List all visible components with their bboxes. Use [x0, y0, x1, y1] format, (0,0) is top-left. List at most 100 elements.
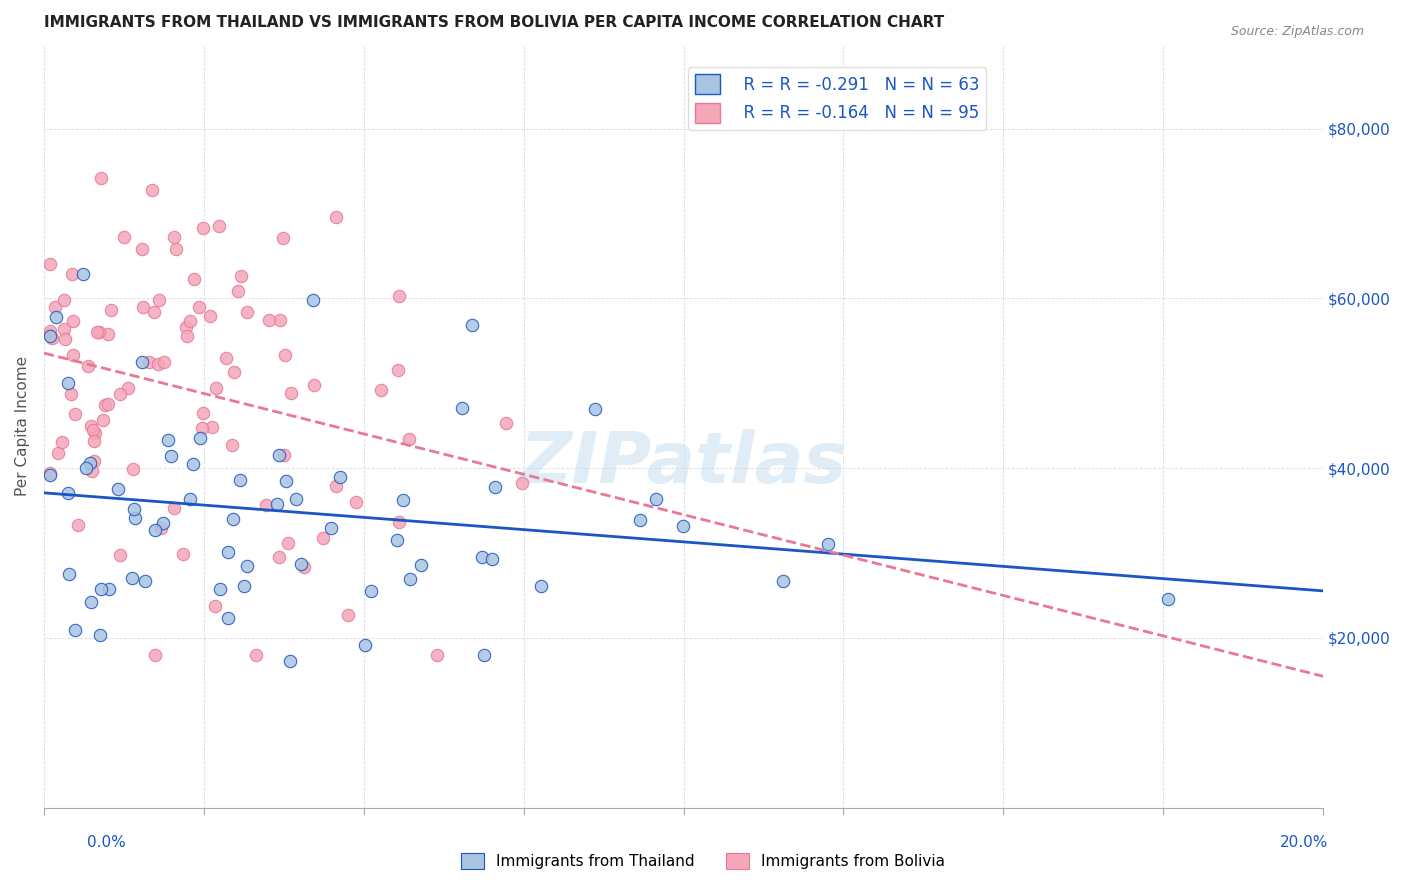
Point	[131, 355, 153, 369]
Point	[172, 547, 194, 561]
Point	[176, 329, 198, 343]
Point	[148, 293, 170, 308]
Point	[117, 381, 139, 395]
Point	[79, 456, 101, 470]
Point	[1157, 591, 1180, 606]
Point	[290, 557, 312, 571]
Point	[484, 480, 506, 494]
Point	[56, 376, 79, 391]
Point	[187, 300, 209, 314]
Point	[222, 365, 245, 379]
Point	[217, 545, 239, 559]
Point	[294, 560, 316, 574]
Point	[360, 584, 382, 599]
Point	[301, 293, 323, 307]
Point	[226, 284, 249, 298]
Point	[80, 419, 103, 434]
Point	[233, 578, 256, 592]
Point	[510, 475, 533, 490]
Point	[221, 511, 243, 525]
Point	[312, 531, 335, 545]
Point	[392, 492, 415, 507]
Point	[190, 421, 212, 435]
Point	[62, 348, 84, 362]
Point	[276, 475, 298, 489]
Point	[388, 289, 411, 303]
Point	[90, 170, 112, 185]
Text: IMMIGRANTS FROM THAILAND VS IMMIGRANTS FROM BOLIVIA PER CAPITA INCOME CORRELATIO: IMMIGRANTS FROM THAILAND VS IMMIGRANTS F…	[44, 15, 945, 30]
Point	[207, 219, 229, 233]
Point	[89, 627, 111, 641]
Point	[411, 558, 433, 572]
Point	[274, 348, 297, 362]
Point	[46, 445, 69, 459]
Point	[163, 500, 186, 515]
Point	[143, 648, 166, 662]
Point	[141, 183, 163, 197]
Point	[156, 433, 179, 447]
Point	[83, 454, 105, 468]
Point	[122, 502, 145, 516]
Point	[472, 648, 495, 663]
Point	[209, 582, 232, 596]
Point	[67, 517, 90, 532]
Point	[245, 648, 267, 662]
Point	[132, 300, 155, 314]
Point	[72, 267, 94, 281]
Point	[87, 325, 110, 339]
Point	[193, 406, 215, 420]
Point	[165, 243, 187, 257]
Point	[98, 582, 121, 597]
Point	[97, 397, 120, 411]
Point	[110, 386, 132, 401]
Point	[112, 229, 135, 244]
Point	[495, 416, 517, 430]
Point	[53, 333, 76, 347]
Point	[143, 523, 166, 537]
Point	[530, 579, 553, 593]
Point	[86, 325, 108, 339]
Point	[200, 309, 222, 323]
Point	[267, 448, 290, 462]
Point	[58, 567, 80, 582]
Point	[80, 595, 103, 609]
Point	[181, 457, 204, 471]
Point	[41, 331, 63, 345]
Point	[60, 386, 83, 401]
Point	[257, 312, 280, 326]
Point	[672, 518, 695, 533]
Point	[143, 305, 166, 319]
Point	[228, 473, 250, 487]
Point	[52, 293, 75, 308]
Point	[39, 257, 62, 271]
Point	[148, 357, 170, 371]
Point	[138, 355, 160, 369]
Point	[45, 310, 67, 325]
Point	[124, 511, 146, 525]
Point	[60, 267, 83, 281]
Point	[39, 328, 62, 343]
Point	[325, 210, 347, 224]
Point	[266, 497, 288, 511]
Point	[353, 638, 375, 652]
Point	[83, 425, 105, 440]
Text: ZIPatlas: ZIPatlas	[520, 429, 848, 499]
Point	[278, 654, 301, 668]
Point	[131, 242, 153, 256]
Legend:   R = R = -0.291   N = N = 63,   R = R = -0.164   N = N = 95: R = R = -0.291 N = N = 63, R = R = -0.16…	[688, 67, 986, 129]
Point	[93, 413, 115, 427]
Point	[481, 552, 503, 566]
Point	[134, 574, 156, 588]
Point	[183, 272, 205, 286]
Point	[52, 322, 75, 336]
Point	[325, 479, 347, 493]
Point	[273, 449, 295, 463]
Point	[188, 431, 211, 445]
Point	[204, 599, 226, 614]
Point	[398, 432, 420, 446]
Point	[152, 355, 174, 369]
Point	[121, 462, 143, 476]
Point	[160, 449, 183, 463]
Point	[271, 231, 294, 245]
Point	[254, 498, 277, 512]
